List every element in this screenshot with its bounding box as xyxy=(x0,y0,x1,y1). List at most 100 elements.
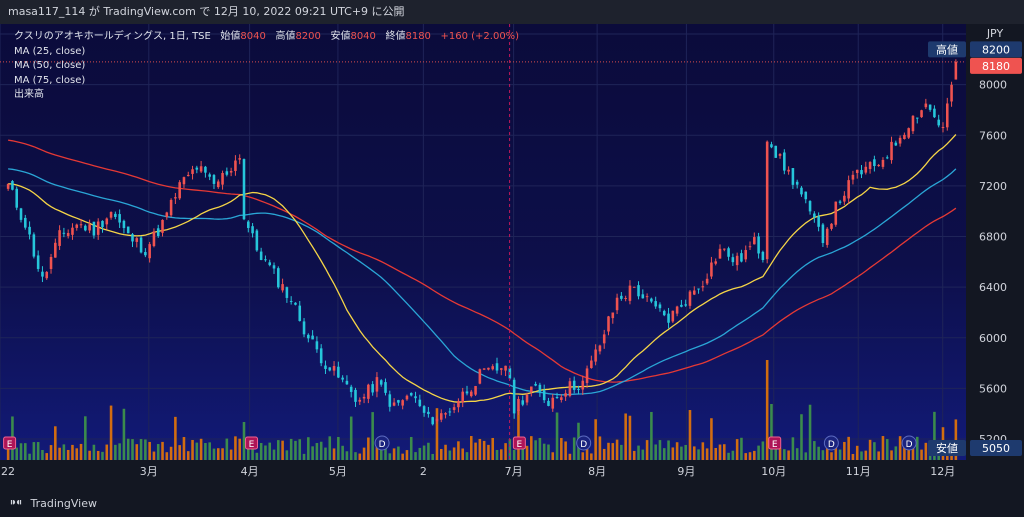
candle-body xyxy=(701,286,705,288)
volume-bar xyxy=(178,445,181,460)
volume-bar xyxy=(542,443,546,460)
volume-bar xyxy=(804,452,808,460)
volume-bar xyxy=(903,441,906,460)
candle-body xyxy=(19,208,23,220)
dividend-marker xyxy=(901,435,917,451)
volume-bar xyxy=(594,419,597,460)
candle-body xyxy=(371,384,374,393)
volume-bar xyxy=(259,443,263,460)
event-marker: D xyxy=(576,435,592,451)
volume-bar xyxy=(238,438,241,460)
y-tick-label: 6800 xyxy=(979,231,1007,244)
candle-body xyxy=(41,271,44,277)
volume-bar xyxy=(148,441,151,460)
volume-bar xyxy=(791,437,795,460)
volume-bar xyxy=(349,416,353,460)
volume-bar xyxy=(105,444,109,460)
volume-bar xyxy=(868,439,872,460)
volume-bar xyxy=(753,450,756,460)
volume-bar xyxy=(186,451,190,460)
candle-body xyxy=(178,182,181,199)
candle-body xyxy=(251,226,254,234)
candle-body xyxy=(521,400,525,405)
candle-body xyxy=(285,287,289,298)
volume-bar xyxy=(208,442,211,460)
candle-body xyxy=(45,271,49,279)
volume-bar xyxy=(675,442,679,460)
earnings-marker xyxy=(245,436,259,450)
event-marker: E xyxy=(3,436,17,450)
candle-body xyxy=(838,201,842,203)
candle-body xyxy=(881,159,885,167)
volume-bar xyxy=(182,437,186,460)
candle-body xyxy=(590,360,593,368)
x-tick-label: 22 xyxy=(1,465,15,478)
volume-bar xyxy=(924,442,928,460)
volume-bar xyxy=(392,448,396,460)
candle-body xyxy=(216,181,220,188)
candle-body xyxy=(277,268,280,288)
volume-bar xyxy=(564,441,567,460)
candle-body xyxy=(744,250,748,260)
candle-body xyxy=(109,212,113,218)
candle-body xyxy=(311,335,314,340)
candle-body xyxy=(885,157,889,159)
candle-body xyxy=(937,119,940,126)
candle-body xyxy=(825,228,829,245)
candle-body xyxy=(894,142,898,146)
candle-body xyxy=(615,297,619,311)
volume-bar xyxy=(744,453,748,460)
volume-bar xyxy=(54,426,57,460)
candle-body xyxy=(337,366,340,378)
candle-body xyxy=(75,224,79,228)
volume-bar xyxy=(315,443,319,460)
candle-body xyxy=(868,162,872,169)
earnings-marker xyxy=(3,436,17,450)
volume-bar xyxy=(821,450,825,460)
candle-body xyxy=(504,365,507,371)
volume-bar xyxy=(277,440,280,460)
candle-body xyxy=(319,348,323,364)
volume-bar xyxy=(504,443,507,460)
candle-body xyxy=(144,252,147,256)
candle-body xyxy=(367,384,370,399)
volume-bar xyxy=(294,440,297,460)
plot-background xyxy=(0,24,966,460)
candle-body xyxy=(512,379,516,414)
candle-body xyxy=(405,395,409,400)
event-marker-label: D xyxy=(379,440,386,450)
volume-bar xyxy=(122,408,126,460)
candle-body xyxy=(577,389,580,391)
event-marker-label: E xyxy=(772,440,778,450)
x-tick-label: 11月 xyxy=(846,465,871,478)
volume-bar xyxy=(444,444,447,460)
dividend-marker xyxy=(823,435,839,451)
event-marker: D xyxy=(823,435,839,451)
volume-bar xyxy=(697,449,700,460)
event-marker-label: E xyxy=(249,440,255,450)
candle-body xyxy=(675,306,679,314)
event-marker-label: E xyxy=(7,440,13,450)
candle-body xyxy=(96,221,100,235)
volume-bar xyxy=(628,415,632,460)
volume-bar xyxy=(96,450,100,460)
candle-body xyxy=(332,366,336,371)
candle-body xyxy=(324,365,327,369)
candle-body xyxy=(950,84,953,102)
candle-body xyxy=(362,396,366,399)
candle-body xyxy=(6,183,10,189)
candle-body xyxy=(139,237,143,253)
volume-bar xyxy=(714,447,717,460)
candle-body xyxy=(268,262,272,266)
high-label-box xyxy=(928,41,966,58)
volume-bar xyxy=(851,453,855,460)
volume-bar xyxy=(757,445,760,460)
candle-body xyxy=(439,413,443,420)
candle-body xyxy=(298,305,302,321)
footer-brand[interactable]: TradingView xyxy=(30,497,97,510)
candle-body xyxy=(375,377,379,392)
candle-body xyxy=(654,301,657,307)
candle-body xyxy=(208,174,211,177)
